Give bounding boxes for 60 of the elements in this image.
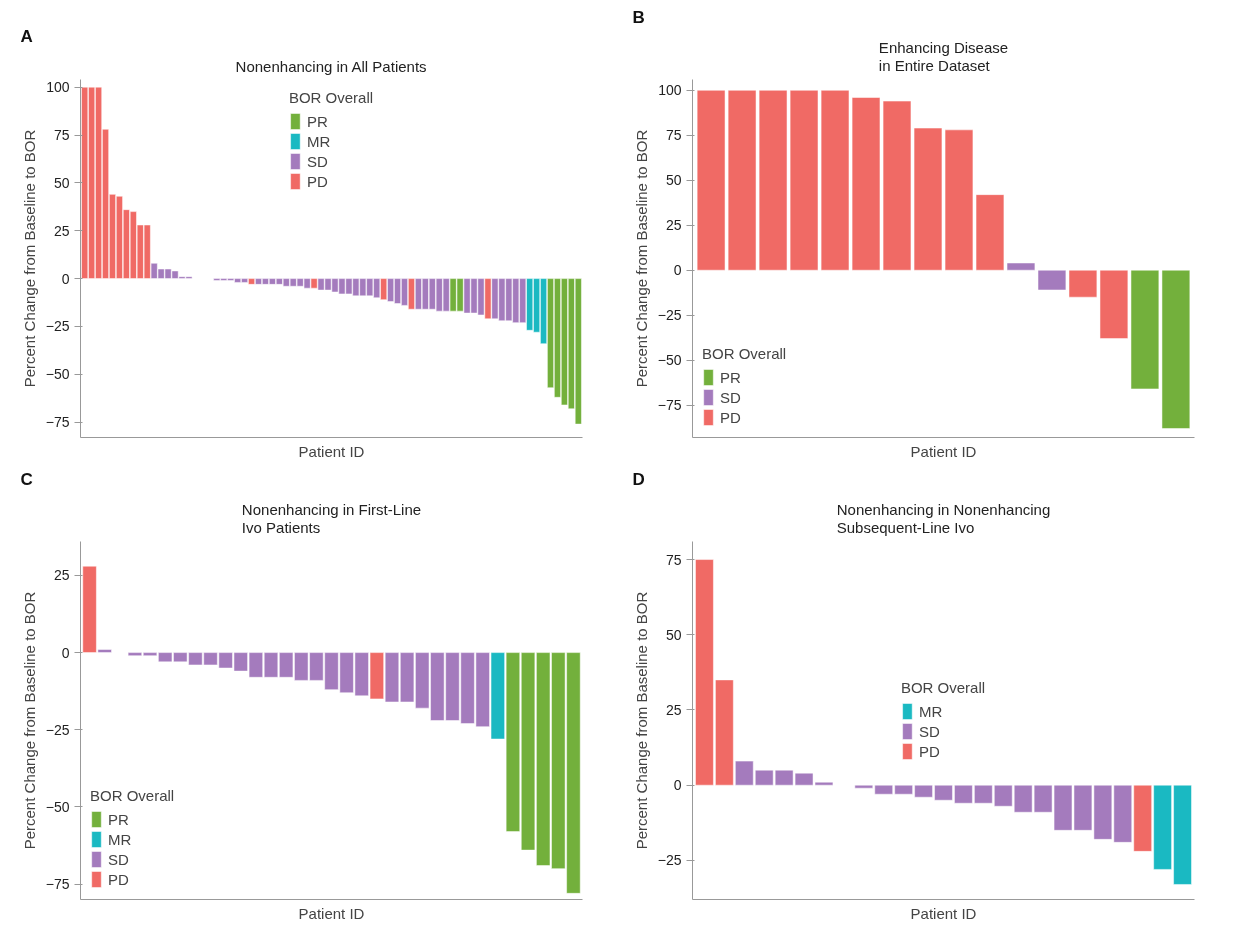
- legend-label: PR: [720, 368, 741, 386]
- y-tick-label: 25: [665, 701, 682, 718]
- y-tick-label: 25: [665, 217, 682, 234]
- x-axis-title: Patient ID: [298, 904, 365, 922]
- legend-label: MR: [306, 132, 331, 150]
- y-tick-label: 0: [61, 644, 70, 661]
- y-tick-label: −25: [657, 852, 682, 869]
- y-tick-label: −25: [657, 307, 682, 324]
- legend-label: PD: [306, 172, 328, 190]
- y-tick-label: 25: [53, 222, 70, 239]
- x-axis-title: Patient ID: [298, 442, 365, 460]
- text: A: [20, 26, 33, 46]
- chart-title: Nonenhancing in All Patients: [235, 57, 427, 75]
- y-tick-label: 75: [665, 551, 682, 568]
- legend-label: PR: [108, 810, 129, 828]
- legend-label: MR: [108, 830, 132, 848]
- y-tick-label: −75: [45, 876, 70, 893]
- y-tick-label: 100: [658, 82, 682, 99]
- y-tick-label: −50: [657, 352, 682, 369]
- y-tick-label: −75: [45, 414, 70, 431]
- legend-label: PD: [108, 870, 129, 888]
- y-axis-title: Percent Change from Baseline to BOR: [20, 129, 38, 388]
- text: D: [632, 469, 645, 489]
- y-axis-title: Percent Change from Baseline to BOR: [632, 129, 650, 388]
- y-tick-label: 75: [53, 127, 70, 144]
- text: C: [20, 469, 33, 489]
- chart-title: Nonenhancing in First-Line Ivo Patients: [241, 500, 422, 537]
- y-tick-label: −50: [45, 366, 70, 383]
- legend-label: SD: [720, 388, 741, 406]
- y-tick-label: 50: [53, 174, 70, 191]
- text: B: [632, 7, 645, 27]
- y-tick-label: 50: [665, 172, 682, 189]
- legend-label: MR: [918, 702, 943, 720]
- y-tick-label: 50: [665, 626, 682, 643]
- y-tick-label: 75: [665, 127, 682, 144]
- y-tick-label: −25: [45, 318, 70, 335]
- y-tick-label: −75: [657, 397, 682, 414]
- y-axis-title: Percent Change from Baseline to BOR: [632, 591, 650, 850]
- legend-title: BOR Overall: [900, 679, 986, 696]
- y-tick-label: −50: [45, 798, 70, 815]
- y-tick-label: 100: [46, 79, 70, 96]
- y-tick-label: 25: [53, 567, 70, 584]
- legend-title: BOR Overall: [90, 787, 175, 804]
- chart-title: Nonenhancing in Nonenhancing Subsequent-Line Ivo: [836, 500, 1051, 537]
- legend-label: PD: [720, 408, 741, 426]
- legend-label: PR: [306, 112, 328, 130]
- x-axis-title: Patient ID: [910, 904, 977, 922]
- y-tick-label: 0: [673, 777, 682, 794]
- y-tick-label: −25: [45, 721, 70, 738]
- legend-title: BOR Overall: [702, 345, 787, 362]
- y-tick-label: 0: [673, 262, 682, 279]
- x-axis-title: Patient ID: [910, 442, 977, 460]
- legend-label: SD: [108, 850, 129, 868]
- legend-label: SD: [306, 152, 328, 170]
- chart-title: Enhancing Disease in Entire Dataset: [878, 38, 1009, 75]
- y-tick-label: 0: [61, 270, 70, 287]
- y-axis-title: Percent Change from Baseline to BOR: [20, 591, 38, 850]
- legend-title: BOR Overall: [288, 89, 374, 106]
- legend-label: PD: [918, 742, 940, 760]
- legend-label: SD: [918, 722, 940, 740]
